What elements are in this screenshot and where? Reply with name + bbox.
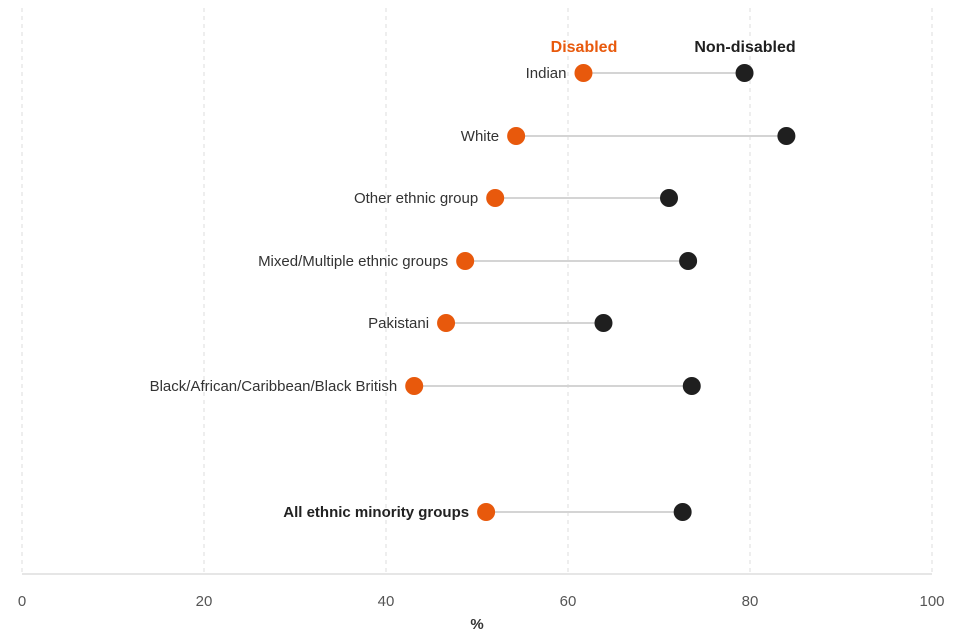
non-disabled-point [594,314,613,332]
row-3: Mixed/Multiple ethnic groups [258,252,698,270]
row-5: Black/African/Caribbean/Black British [150,377,701,395]
x-tick-label-40: 40 [378,593,395,610]
non-disabled-point [735,64,754,82]
non-disabled-point [660,189,679,207]
x-axis-ticks: 0 20 40 60 80 100 [18,593,945,610]
legend-disabled: Disabled [551,39,618,56]
category-label: Pakistani [368,315,429,332]
non-disabled-point [679,252,698,270]
non-disabled-point [682,377,701,395]
category-label: White [461,128,499,145]
x-tick-label-100: 100 [919,593,944,610]
legend: Disabled Non-disabled [551,39,796,56]
row-0: Indian [526,64,754,82]
category-label: All ethnic minority groups [283,504,469,521]
row-6: All ethnic minority groups [283,503,692,521]
x-tick-label-20: 20 [196,593,213,610]
row-2: Other ethnic group [354,189,679,207]
gridlines [21,8,933,574]
x-tick-label-0: 0 [18,593,26,610]
data-rows: Indian White Other ethnic group Mixed/Multi… [150,64,796,521]
x-tick-label-80: 80 [742,593,759,610]
disabled-point [437,314,456,332]
row-1: White [461,127,796,145]
disabled-point [405,377,424,395]
disabled-point [477,503,496,521]
legend-non-disabled: Non-disabled [694,39,795,56]
non-disabled-point [777,127,796,145]
x-axis-title: % [470,616,483,633]
x-tick-label-60: 60 [560,593,577,610]
category-label: Indian [526,65,567,82]
disabled-point [574,64,593,82]
category-label: Other ethnic group [354,190,478,207]
category-label: Mixed/Multiple ethnic groups [258,253,448,270]
disabled-point [456,252,475,270]
row-4: Pakistani [368,314,613,332]
disabled-point [486,189,505,207]
non-disabled-point [673,503,692,521]
category-label: Black/African/Caribbean/Black British [150,378,398,395]
disabled-point [507,127,526,145]
